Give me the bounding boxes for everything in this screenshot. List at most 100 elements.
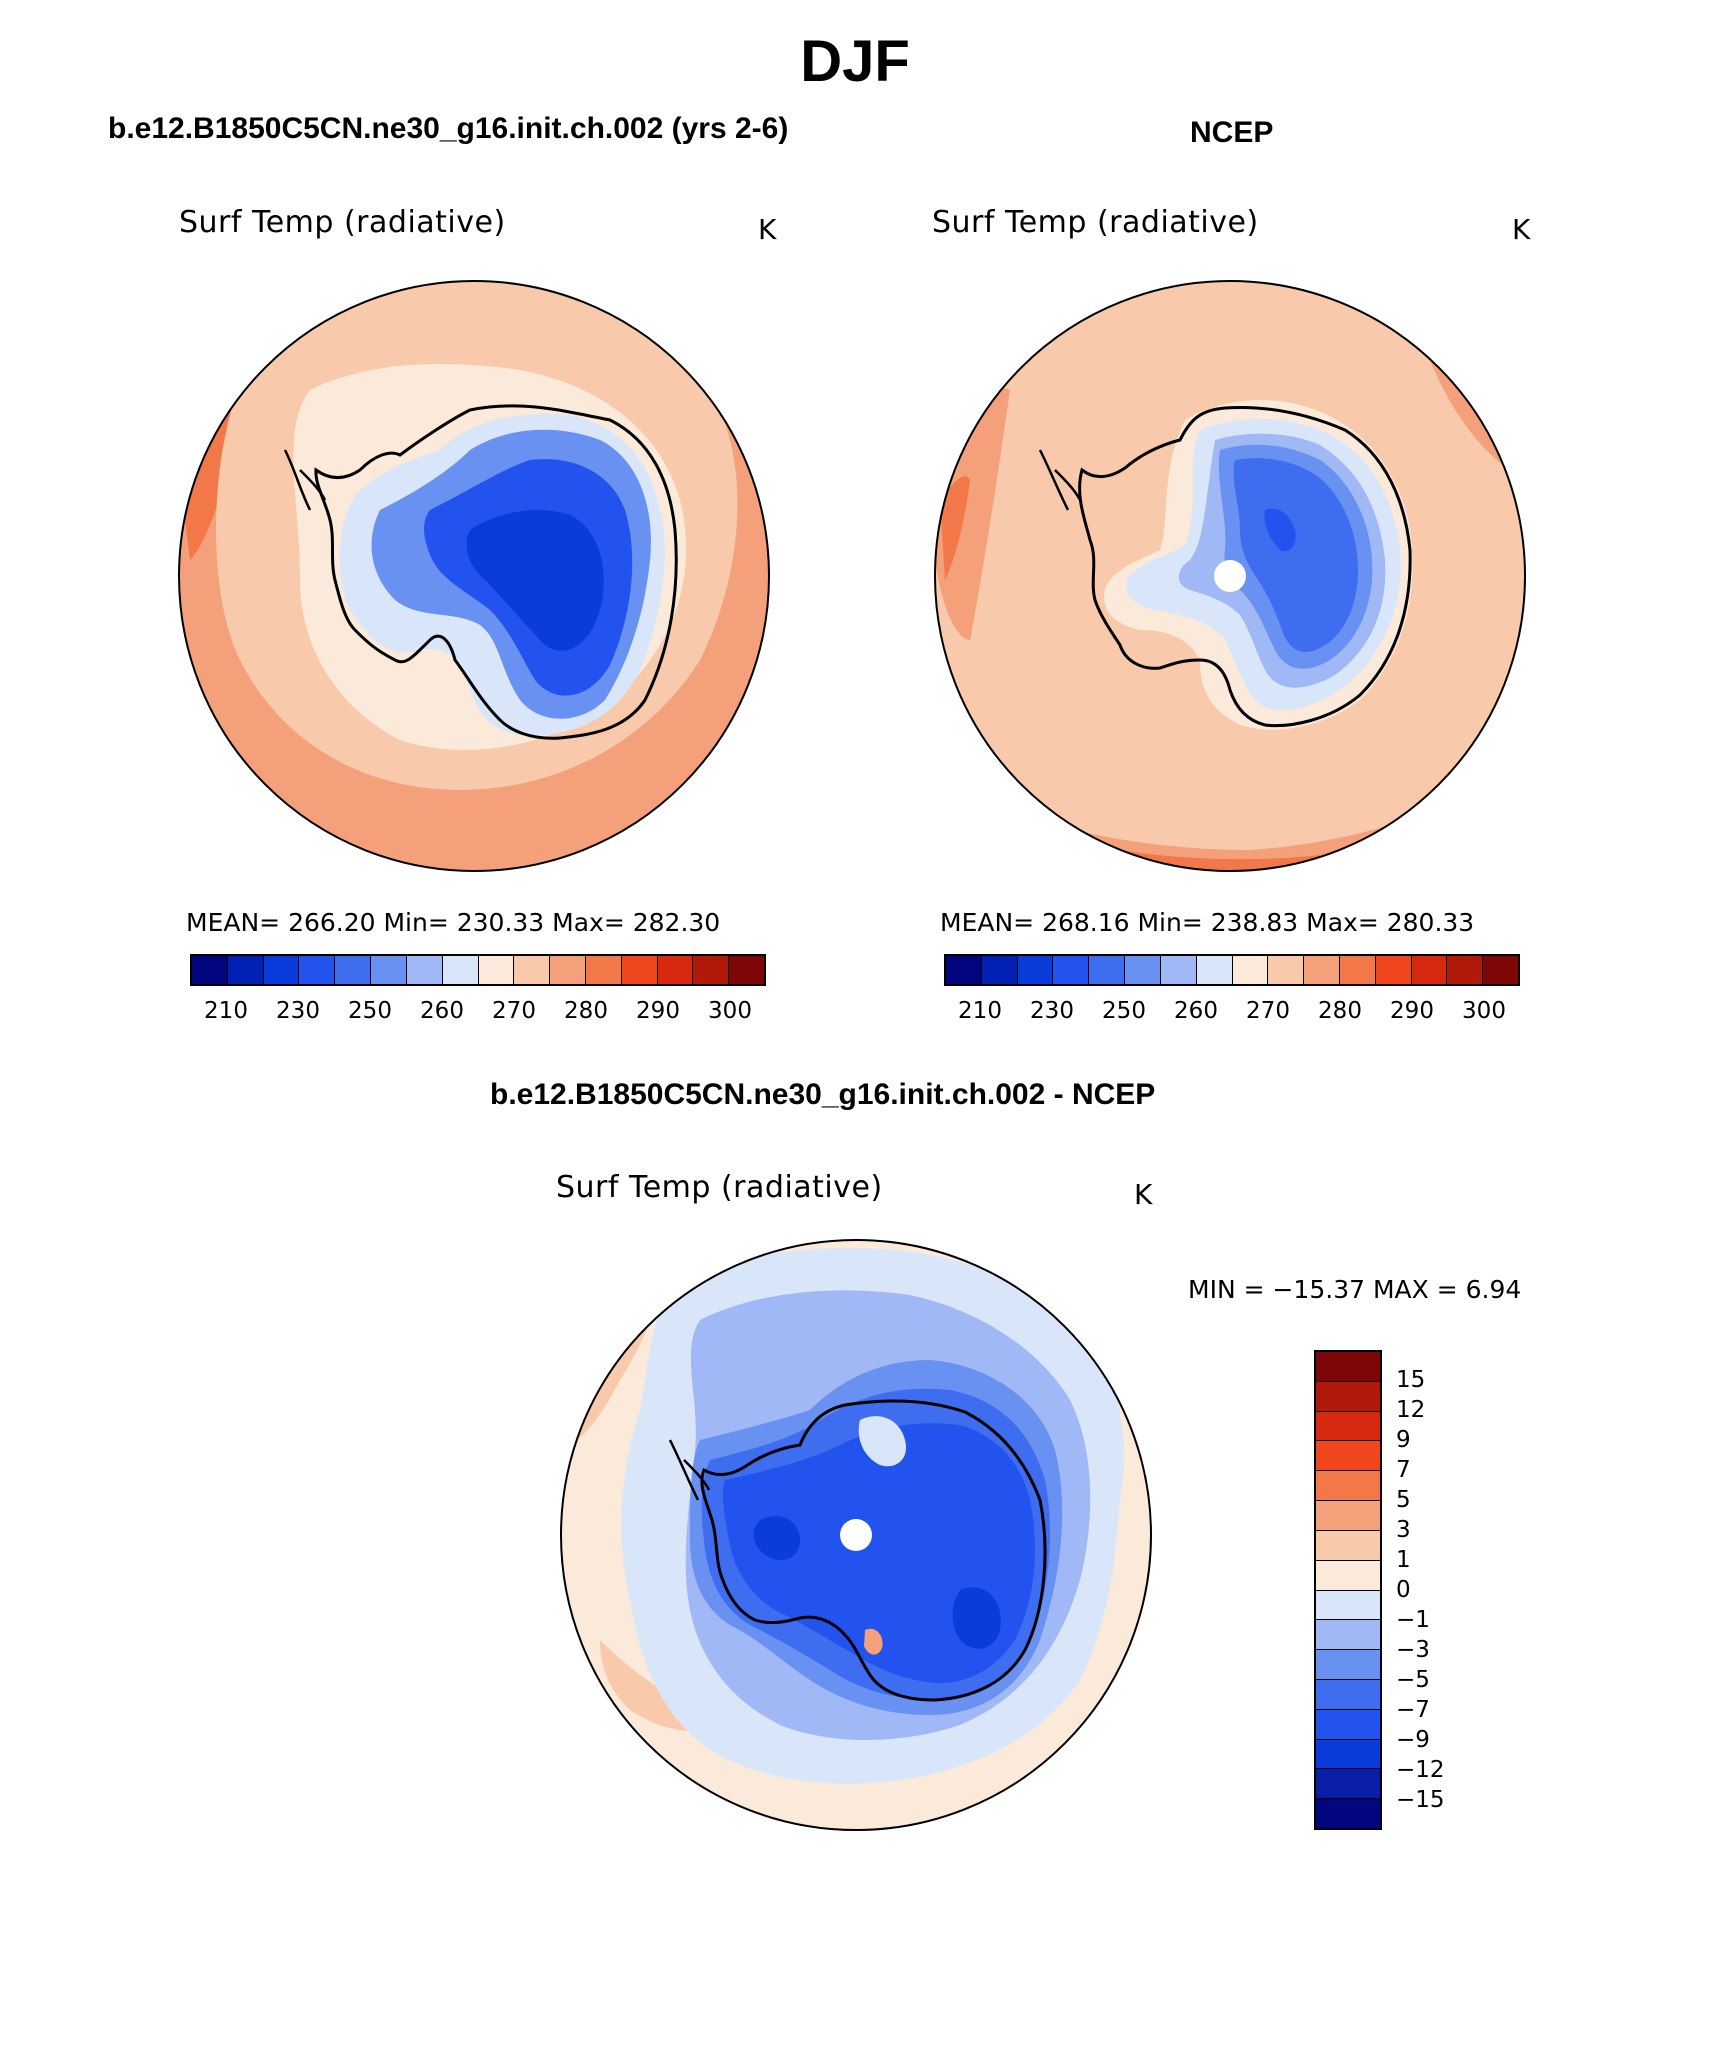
obs-colorbar-cell	[1447, 956, 1484, 984]
diff-colorbar-tick-label: 0	[1396, 1577, 1411, 1603]
model-interior-coldest	[466, 510, 604, 651]
model-unit-label: K	[758, 213, 777, 246]
model-colorbar-tick-label: 210	[204, 998, 248, 1024]
obs-variable-label: Surf Temp (radiative)	[932, 205, 1259, 240]
diff-colorbar-tick-label: 3	[1396, 1517, 1411, 1543]
model-colorbar	[190, 954, 766, 986]
diff-colorbar-cell	[1316, 1560, 1380, 1591]
obs-antarctica-coastline	[1078, 406, 1412, 728]
diff-colorbar-tick-label: −3	[1396, 1637, 1430, 1663]
model-colorbar-cell	[406, 956, 443, 984]
diff-polar-map	[561, 1240, 1151, 1830]
diff-colorbar-tick-label: −12	[1396, 1757, 1445, 1783]
model-colorbar-cell	[335, 956, 372, 984]
diff-colorbar-tick-label: −15	[1396, 1787, 1445, 1813]
diff-unit-label: K	[1134, 1178, 1153, 1211]
model-colorbar-cell	[227, 956, 264, 984]
model-colorbar-cell	[263, 956, 300, 984]
diff-subtitle: b.e12.B1850C5CN.ne30_g16.init.ch.002 - N…	[490, 1078, 1156, 1111]
obs-colorbar-cell	[1375, 956, 1412, 984]
diff-colorbar-tick-label: −1	[1396, 1607, 1430, 1633]
obs-colorbar-cell	[1232, 956, 1269, 984]
obs-colorbar-cell	[1196, 956, 1233, 984]
diff-colorbar-cell	[1316, 1530, 1380, 1561]
obs-subtitle: NCEP	[1190, 116, 1274, 149]
obs-colorbar-cell	[1053, 956, 1090, 984]
diff-colorbar-tick-label: 9	[1396, 1427, 1411, 1453]
model-stats: MEAN= 266.20 Min= 230.33 Max= 282.30	[186, 908, 721, 937]
diff-colorbar	[1314, 1350, 1382, 1830]
diff-colorbar-cell	[1316, 1352, 1380, 1382]
diff-interior-warm-spot	[858, 1416, 906, 1467]
model-colorbar-cell	[729, 956, 764, 984]
model-colorbar-cell	[657, 956, 694, 984]
obs-hot-patch-west	[940, 476, 970, 580]
diff-colorbar-tick-label: −5	[1396, 1667, 1430, 1693]
model-colorbar-tick-label: 300	[708, 998, 752, 1024]
diff-colorbar-cell	[1316, 1650, 1380, 1680]
obs-colorbar-tick-label: 290	[1390, 998, 1434, 1024]
diff-colorbar-tick-label: 1	[1396, 1547, 1411, 1573]
model-colorbar-cell	[585, 956, 622, 984]
diff-colorbar-tick-label: 5	[1396, 1487, 1411, 1513]
model-colorbar-cell	[514, 956, 551, 984]
diff-colorbar-cell	[1316, 1501, 1380, 1531]
model-colorbar-cell	[192, 956, 228, 984]
model-map-boundary	[178, 280, 770, 872]
diff-colorbar-cell	[1316, 1620, 1380, 1651]
diff-variable-label: Surf Temp (radiative)	[556, 1170, 883, 1205]
obs-colorbar-cell	[1125, 956, 1161, 984]
obs-colorbar-cell	[1483, 956, 1518, 984]
obs-interior-cold	[1233, 458, 1358, 652]
diff-coldest-spot-west	[753, 1516, 800, 1560]
model-colorbar-tick-label: 270	[492, 998, 536, 1024]
model-colorbar-tick-label: 230	[276, 998, 320, 1024]
obs-colorbar-cell	[1339, 956, 1376, 984]
diff-colorbar-cell	[1316, 1739, 1380, 1770]
model-colorbar-cell	[442, 956, 479, 984]
diff-warm-spot	[864, 1628, 883, 1655]
obs-colorbar-cell	[1089, 956, 1126, 984]
obs-colorbar-cell	[1017, 956, 1054, 984]
diff-colorbar-tick-label: 7	[1396, 1457, 1411, 1483]
obs-colorbar-tick-label: 270	[1246, 998, 1290, 1024]
diff-antarctica-coastline	[700, 1399, 1047, 1702]
model-colorbar-cell	[371, 956, 407, 984]
obs-colorbar-cell	[1268, 956, 1305, 984]
diff-colorbar-cell	[1316, 1709, 1380, 1740]
model-colorbar-cell	[621, 956, 658, 984]
diff-colorbar-cell	[1316, 1590, 1380, 1621]
model-colorbar-tick-label: 250	[348, 998, 392, 1024]
model-colorbar-tick-label: 260	[420, 998, 464, 1024]
obs-colorbar-cell	[946, 956, 982, 984]
model-peninsula-coastline	[283, 449, 327, 511]
diff-pole-hole	[840, 1519, 872, 1551]
obs-map-boundary	[934, 280, 1526, 872]
diff-colorbar-cell	[1316, 1471, 1380, 1502]
page-title: DJF	[800, 29, 910, 94]
obs-hot-band-south	[1120, 850, 1320, 871]
obs-colorbar	[944, 954, 1520, 986]
obs-colorbar-tick-label: 210	[958, 998, 1002, 1024]
diff-colorbar-cell	[1316, 1441, 1380, 1472]
obs-peninsula-coastline	[1038, 449, 1082, 511]
diff-colorbar-tick-label: 12	[1396, 1397, 1426, 1423]
obs-polar-map	[935, 281, 1525, 871]
obs-colorbar-cell	[981, 956, 1018, 984]
obs-colorbar-tick-label: 250	[1102, 998, 1146, 1024]
obs-stats: MEAN= 268.16 Min= 238.83 Max= 280.33	[940, 908, 1475, 937]
obs-colorbar-cell	[1411, 956, 1448, 984]
model-subtitle: b.e12.B1850C5CN.ne30_g16.init.ch.002 (yr…	[108, 112, 789, 145]
model-warm-band-south	[300, 850, 650, 871]
diff-peninsula-coastline	[668, 1439, 711, 1501]
model-colorbar-tick-label: 290	[636, 998, 680, 1024]
diff-coldest-spot-east	[952, 1587, 1001, 1649]
model-colorbar-cell	[478, 956, 515, 984]
obs-colorbar-tick-label: 280	[1318, 998, 1362, 1024]
diff-colorbar-tick-label: −9	[1396, 1727, 1430, 1753]
diff-colorbar-tick-label: −7	[1396, 1697, 1430, 1723]
diff-colorbar-cell	[1316, 1679, 1380, 1710]
model-colorbar-cell	[299, 956, 336, 984]
obs-interior-coldest	[1264, 508, 1296, 552]
